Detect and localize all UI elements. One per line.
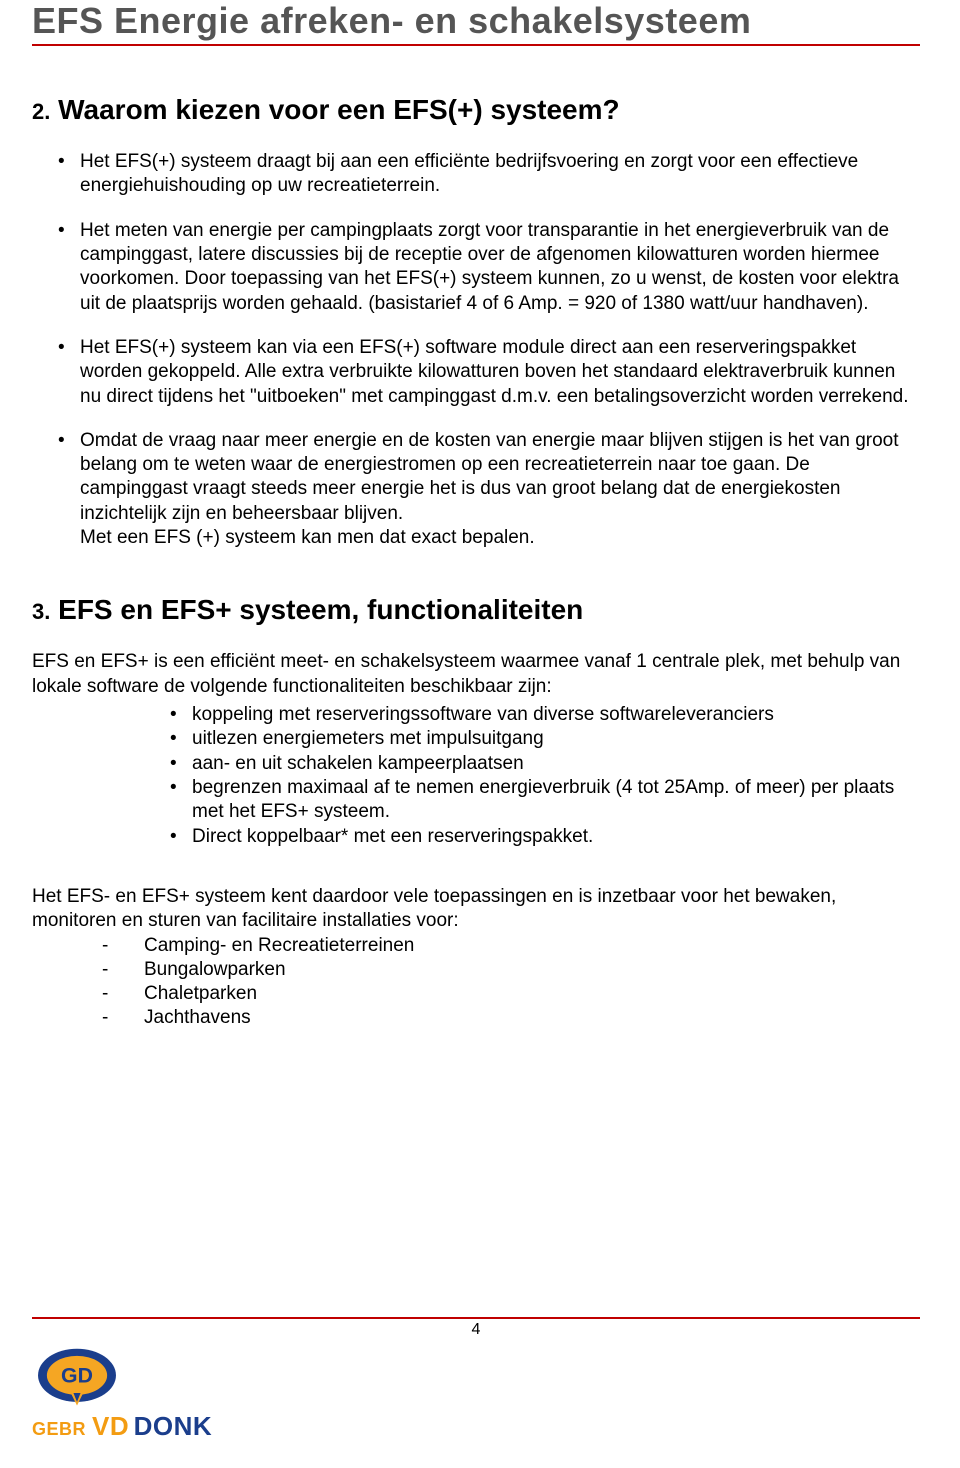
app-item: Chaletparken <box>32 982 920 1006</box>
header-title: EFS Energie afreken- en schakelsysteem <box>32 0 920 42</box>
func-item: aan- en uit schakelen kampeerplaatsen <box>32 752 920 776</box>
section-2-bullets: Het EFS(+) systeem draagt bij aan een ef… <box>32 150 920 550</box>
brand-text: GEBR VD DONK <box>32 1411 212 1442</box>
section-2-title: Waarom kiezen voor een EFS(+) systeem? <box>58 94 620 125</box>
brand-gebr: GEBR <box>32 1419 86 1440</box>
page-header: EFS Energie afreken- en schakelsysteem <box>32 0 920 46</box>
func-item: koppeling met reserveringssoftware van d… <box>32 703 920 727</box>
applications-list: Camping- en Recreatieterreinen Bungalowp… <box>32 934 920 1031</box>
header-rule <box>32 44 920 46</box>
app-item: Jachthavens <box>32 1006 920 1030</box>
section-3: 3. EFS en EFS+ systeem, functionaliteite… <box>32 594 920 1030</box>
page-number: 4 <box>32 1321 920 1339</box>
section-3-title: EFS en EFS+ systeem, functionaliteiten <box>58 594 583 625</box>
footer-logo: GD GEBR VD DONK <box>32 1347 920 1442</box>
bullet-item: Omdat de vraag naar meer energie en de k… <box>32 429 920 551</box>
brand-donk: DONK <box>134 1411 213 1441</box>
applications-intro: Het EFS- en EFS+ systeem kent daardoor v… <box>32 885 920 934</box>
bullet-item: Het EFS(+) systeem draagt bij aan een ef… <box>32 150 920 199</box>
func-item: uitlezen energiemeters met impulsuitgang <box>32 727 920 751</box>
section-3-number: 3. <box>32 599 50 624</box>
bullet-item: Het meten van energie per campingplaats … <box>32 219 920 316</box>
footer-rule <box>32 1317 920 1319</box>
shield-icon: GD <box>32 1347 122 1409</box>
page-footer: 4 GD GEBR VD DONK <box>32 1317 920 1442</box>
svg-text:GD: GD <box>61 1363 93 1387</box>
app-item: Bungalowparken <box>32 958 920 982</box>
func-item: Direct koppelbaar* met een reserveringsp… <box>32 825 920 849</box>
section-3-intro: EFS en EFS+ is een efficiënt meet- en sc… <box>32 650 920 699</box>
section-2-heading: 2. Waarom kiezen voor een EFS(+) systeem… <box>32 94 920 126</box>
section-3-heading: 3. EFS en EFS+ systeem, functionaliteite… <box>32 594 920 626</box>
bullet-item: Het EFS(+) systeem kan via een EFS(+) so… <box>32 336 920 409</box>
section-2: 2. Waarom kiezen voor een EFS(+) systeem… <box>32 94 920 550</box>
brand-vd: VD <box>92 1411 129 1441</box>
func-item: begrenzen maximaal af te nemen energieve… <box>32 776 920 825</box>
functionality-list: koppeling met reserveringssoftware van d… <box>32 703 920 849</box>
app-item: Camping- en Recreatieterreinen <box>32 934 920 958</box>
section-2-number: 2. <box>32 99 50 124</box>
document-page: EFS Energie afreken- en schakelsysteem 2… <box>0 0 960 1468</box>
